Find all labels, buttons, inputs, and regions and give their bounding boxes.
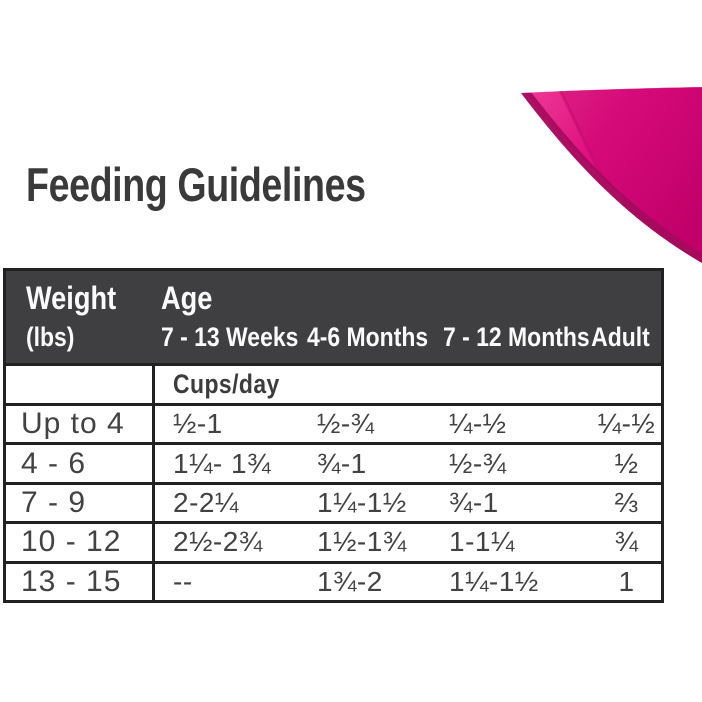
header-age: Age: [161, 279, 213, 316]
header-weight-unit: (lbs): [26, 321, 75, 352]
value-cell: 2½-2¾: [173, 526, 263, 558]
value-cell: --: [173, 565, 193, 597]
unit-row-label-cell: Cups/day: [173, 369, 280, 399]
table-row: Up to 4 ½-1 ½-¾ ¼-½ ¼-½: [6, 403, 661, 443]
table-row: 13 - 15 -- 1¾-2 1¼-1½ 1: [6, 560, 661, 601]
table-row: 4 - 6 1¼- 1¾ ¾-1 ½-¾ ½: [6, 442, 661, 482]
table-header: Weight Age (lbs) 7 - 13 Weeks 4-6 Months…: [6, 271, 661, 363]
value-cell: 1½-1¾: [317, 526, 407, 558]
value-cell: 1: [618, 565, 635, 597]
header-col-4-6-months: 4-6 Months: [307, 321, 429, 352]
weight-cell: 7 - 9: [6, 484, 155, 522]
weight-cell: Up to 4: [6, 406, 155, 443]
unit-row: Cups/day: [6, 363, 661, 403]
value-cell: ¾: [614, 526, 639, 558]
value-cell: ¾-1: [449, 487, 499, 519]
unit-row-weight-cell: [6, 366, 155, 403]
feeding-guidelines-table: Weight Age (lbs) 7 - 13 Weeks 4-6 Months…: [3, 268, 664, 603]
value-cell: ⅔: [614, 487, 639, 519]
table-row: 7 - 9 2-2¼ 1¼-1½ ¾-1 ⅔: [6, 481, 661, 522]
value-cell: 1-1¼: [449, 526, 515, 558]
weight-cell: 4 - 6: [6, 445, 155, 482]
pink-swoosh-icon: [521, 87, 702, 263]
value-cell: ½-¾: [317, 408, 375, 440]
value-cell: ¼-½: [597, 408, 656, 440]
value-cell: 1¼- 1¾: [173, 447, 271, 479]
weight-cell: 13 - 15: [6, 563, 155, 601]
value-cell: ½-¾: [449, 447, 507, 479]
page-title: Feeding Guidelines: [26, 158, 366, 211]
value-cell: 2-2¼: [173, 487, 239, 519]
value-cell: 1¾-2: [317, 565, 383, 597]
header-weight: Weight: [26, 279, 117, 316]
value-cell: ¾-1: [317, 447, 367, 479]
value-cell: ½: [614, 447, 639, 479]
header-col-adult: Adult: [591, 321, 650, 352]
header-col-7-12-months: 7 - 12 Months: [443, 321, 590, 352]
value-cell: ¼-½: [449, 408, 507, 440]
weight-cell: 10 - 12: [6, 524, 155, 561]
value-cell: ½-1: [173, 408, 223, 440]
value-cell: 1¼-1½: [449, 565, 539, 597]
table-row: 10 - 12 2½-2¾ 1½-1¾ 1-1¼ ¾: [6, 521, 661, 561]
header-col-7-13-weeks: 7 - 13 Weeks: [161, 321, 299, 352]
value-cell: 1¼-1½: [317, 487, 407, 519]
